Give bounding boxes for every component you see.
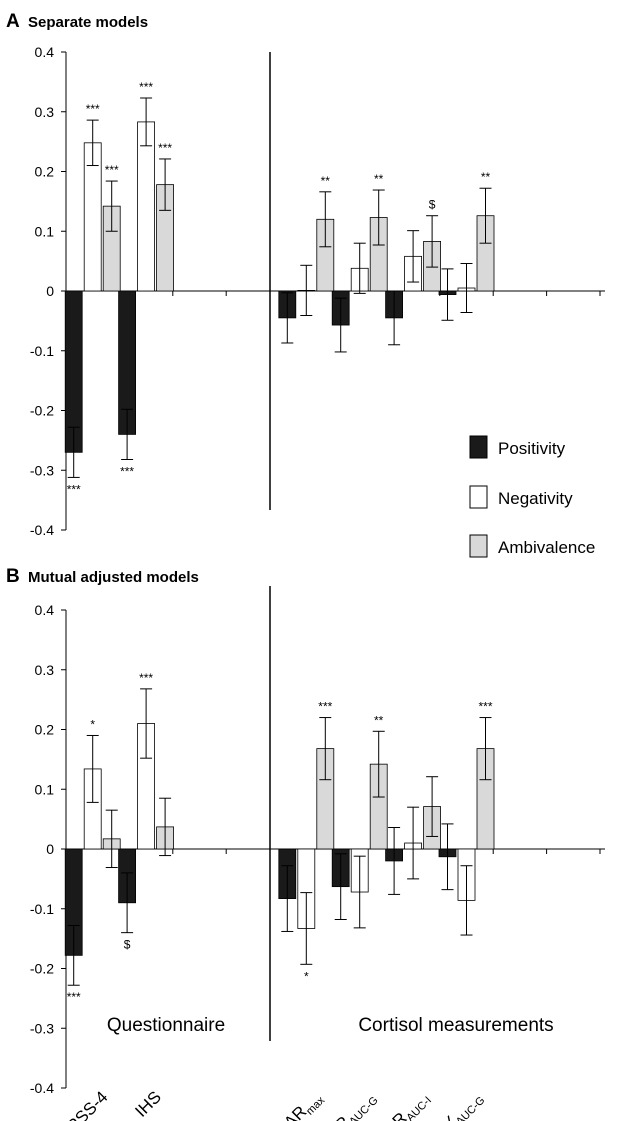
group-label-cortisol: Cortisol measurements [358,1015,553,1036]
panel-b-ambivalence-car-max-sig-label: *** [318,700,332,714]
panel-a-y-tick-label: 0 [46,283,54,299]
category-label-car-auc-i: CARAUC-I [372,1087,434,1121]
panel-a-y-tick-label: -0.2 [30,403,54,419]
panel-b-y-tick-label: 0.4 [35,602,55,618]
legend-label-ambivalence: Ambivalence [498,538,595,557]
panel-b-y-tick-label: -0.4 [30,1080,54,1096]
category-label-ihs: IHS [131,1087,164,1120]
panel-b-y-tick-label: -0.1 [30,901,54,917]
panel-a-ambivalence-car-auc-i-sig-label: $ [429,198,436,212]
panel-b-ambivalence-car-auc-g-sig-label: ** [374,713,384,727]
panel-a-positivity-ihs-sig-label: *** [120,464,134,478]
panel-a-ambivalence-car-max-sig-label: ** [321,174,331,188]
group-label-questionnaire: Questionnaire [107,1015,225,1036]
legend: Positivity Negativity Ambivalence [469,435,595,558]
panel-b-plot: 0.40.30.20.10-0.1-0.2-0.3-0.4***$*******… [30,586,605,1096]
panel-a-positivity-pss-4-sig-label: *** [67,482,81,496]
panel-a-y-tick-label: -0.4 [30,522,54,538]
panel-a-y-tick-label: 0.2 [35,164,55,180]
panel-b-negativity-car-max-sig-label: * [304,969,309,983]
legend-swatch-positivity [469,435,488,459]
panel-a-ambivalence-car-auc-g-sig-label: ** [374,172,384,186]
panel-a-y-tick-label: 0.4 [35,44,55,60]
panel-a-ambivalence-pss-4-sig-label: *** [105,163,119,177]
legend-label-negativity: Negativity [498,489,573,508]
panel-a-ambivalence-day-auc-g-sig-label: ** [481,170,491,184]
panel-b-negativity-pss-4-sig-label: * [90,717,95,731]
panel-a-negativity-ihs-sig-label: *** [139,80,153,94]
panel-b-positivity-pss-4-sig-label: *** [67,990,81,1004]
legend-swatch-ambivalence [469,534,488,558]
panel-b-title: Mutual adjusted models [28,569,199,586]
panel-a-negativity-ihs-bar [137,121,156,292]
panel-a-y-tick-label: -0.1 [30,343,54,359]
legend-label-positivity: Positivity [498,439,566,458]
panel-a-y-tick-label: 0.3 [35,104,55,120]
panel-b-letter: B [6,566,20,587]
panel-b-positivity-ihs-sig-label: $ [124,938,131,952]
panel-a-y-tick-label: -0.3 [30,462,54,478]
panel-b-y-tick-label: 0.3 [35,662,55,678]
panel-a-ambivalence-ihs-sig-label: *** [158,141,172,155]
panel-b-ambivalence-day-auc-g-sig-label: *** [478,700,492,714]
legend-swatch-negativity [469,485,488,509]
panel-b-y-tick-label: 0.2 [35,722,55,738]
panel-b-y-tick-label: -0.3 [30,1020,54,1036]
panel-b-y-tick-label: -0.2 [30,961,54,977]
panel-b-negativity-ihs-sig-label: *** [139,671,153,685]
panel-a-title: Separate models [28,14,148,31]
panel-a-negativity-pss-4-sig-label: *** [86,102,100,116]
category-label-pss-4: PSS-4 [63,1087,111,1121]
panel-a-y-tick-label: 0.1 [35,223,55,239]
panel-b-y-tick-label: 0.1 [35,781,55,797]
panel-b-y-tick-label: 0 [46,841,54,857]
panel-a-letter: A [6,11,20,32]
category-labels: PSS-4IHSCARmaxCARAUC-GCARAUC-IDAYAUC-G [63,1087,487,1121]
category-label-car-max: CARmax [272,1087,328,1121]
panel-a-plot: 0.40.30.20.10-0.1-0.2-0.3-0.4***********… [30,44,605,538]
